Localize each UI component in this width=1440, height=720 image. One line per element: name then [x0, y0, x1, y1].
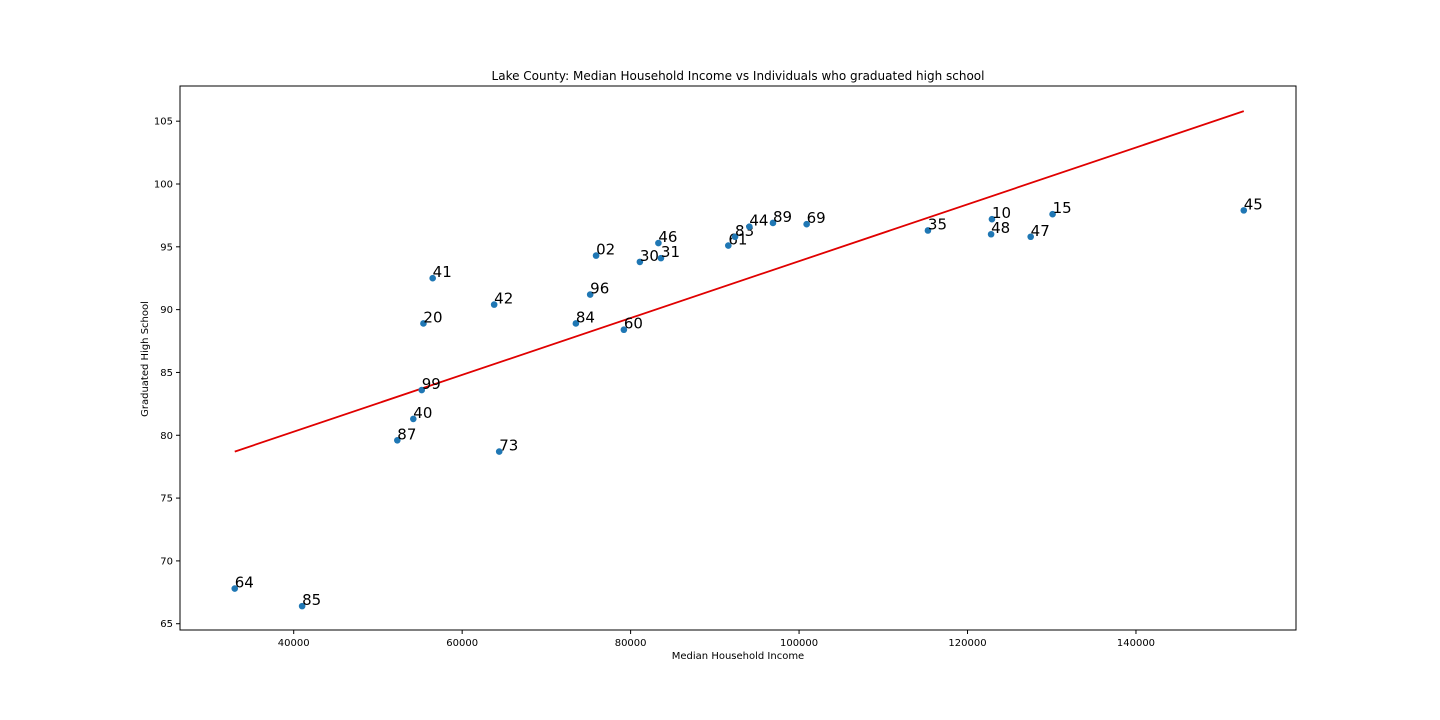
- scatter-point-99: [418, 386, 426, 394]
- point-label-30: 30: [640, 247, 659, 265]
- scatter-point-69: [803, 220, 810, 228]
- scatter-point-60: [620, 326, 628, 334]
- point-label-84: 84: [576, 308, 595, 326]
- scatter-point-31: [657, 254, 665, 262]
- y-tick-label-1: 70: [160, 556, 173, 567]
- y-tick-label-5: 90: [160, 305, 173, 316]
- scatter-point-84: [572, 320, 580, 327]
- scatter-point-40: [410, 415, 417, 423]
- regression-line: [234, 110, 1245, 453]
- point-label-35: 35: [928, 215, 947, 233]
- scatter-point-45: [1240, 207, 1248, 214]
- scatter-point-61: [725, 242, 732, 249]
- x-tick-label-3: 100000: [780, 638, 818, 649]
- point-label-20: 20: [423, 308, 442, 326]
- scatter-point-30: [636, 258, 644, 266]
- x-tick-label-4: 120000: [948, 638, 986, 649]
- scatter-point-44: [746, 223, 753, 231]
- scatter-point-41: [429, 274, 436, 282]
- point-label-60: 60: [624, 315, 643, 333]
- y-tick-label-3: 80: [160, 431, 173, 442]
- y-axis-label: Graduated High School: [140, 301, 151, 417]
- x-tick-label-1: 60000: [446, 638, 478, 649]
- plot-frame: [179, 85, 1297, 631]
- point-label-10: 10: [992, 204, 1011, 222]
- point-label-45: 45: [1244, 195, 1263, 213]
- point-label-73: 73: [499, 437, 518, 455]
- scatter-point-15: [1049, 210, 1056, 218]
- point-label-96: 96: [590, 280, 609, 298]
- point-label-87: 87: [397, 425, 416, 443]
- point-label-69: 69: [807, 209, 826, 227]
- point-label-47: 47: [1031, 222, 1050, 240]
- y-tick-label-8: 105: [154, 117, 173, 128]
- point-label-44: 44: [749, 212, 768, 230]
- scatter-point-02: [592, 252, 600, 259]
- y-tick-label-6: 95: [160, 242, 173, 253]
- scatter-point-48: [987, 230, 995, 238]
- scatter-point-46: [655, 239, 662, 247]
- point-label-48: 48: [991, 219, 1010, 237]
- point-label-99: 99: [422, 375, 441, 393]
- point-label-31: 31: [661, 243, 680, 261]
- scatter-point-73: [495, 448, 503, 455]
- scatter-point-64: [231, 585, 239, 592]
- point-label-40: 40: [413, 404, 432, 422]
- scatter-point-47: [1027, 233, 1034, 241]
- scatter-point-83: [731, 233, 739, 241]
- point-label-41: 41: [433, 263, 452, 281]
- point-label-42: 42: [494, 290, 513, 308]
- point-label-85: 85: [302, 591, 321, 609]
- point-label-15: 15: [1053, 199, 1072, 217]
- scatter-point-96: [586, 291, 594, 298]
- point-label-64: 64: [235, 574, 254, 592]
- y-tick-label-0: 65: [160, 619, 173, 630]
- x-tick-label-0: 40000: [278, 638, 310, 649]
- point-label-02: 02: [596, 241, 615, 259]
- plot-area: 40000 60000 80000 100000 120000 140000 65 70 75 8…: [154, 85, 1297, 649]
- x-axis-label: Median Household Income: [672, 651, 804, 662]
- y-tick-label-7: 100: [154, 179, 173, 190]
- scatter-point-20: [420, 320, 427, 327]
- y-tick-label-2: 75: [160, 494, 173, 505]
- y-tick-label-4: 85: [160, 368, 173, 379]
- scatter-point-87: [394, 436, 401, 444]
- x-tick-label-2: 80000: [615, 638, 647, 649]
- scatter-point-85: [298, 602, 306, 610]
- x-tick-label-5: 140000: [1117, 638, 1155, 649]
- scatter-point-10: [988, 215, 996, 223]
- scatter-point-42: [490, 301, 498, 308]
- chart-title: Lake County: Median Household Income vs …: [492, 69, 985, 83]
- scatter-point-89: [769, 219, 777, 227]
- scatter-point-35: [924, 227, 932, 234]
- point-label-89: 89: [773, 208, 792, 226]
- point-label-46: 46: [658, 228, 677, 246]
